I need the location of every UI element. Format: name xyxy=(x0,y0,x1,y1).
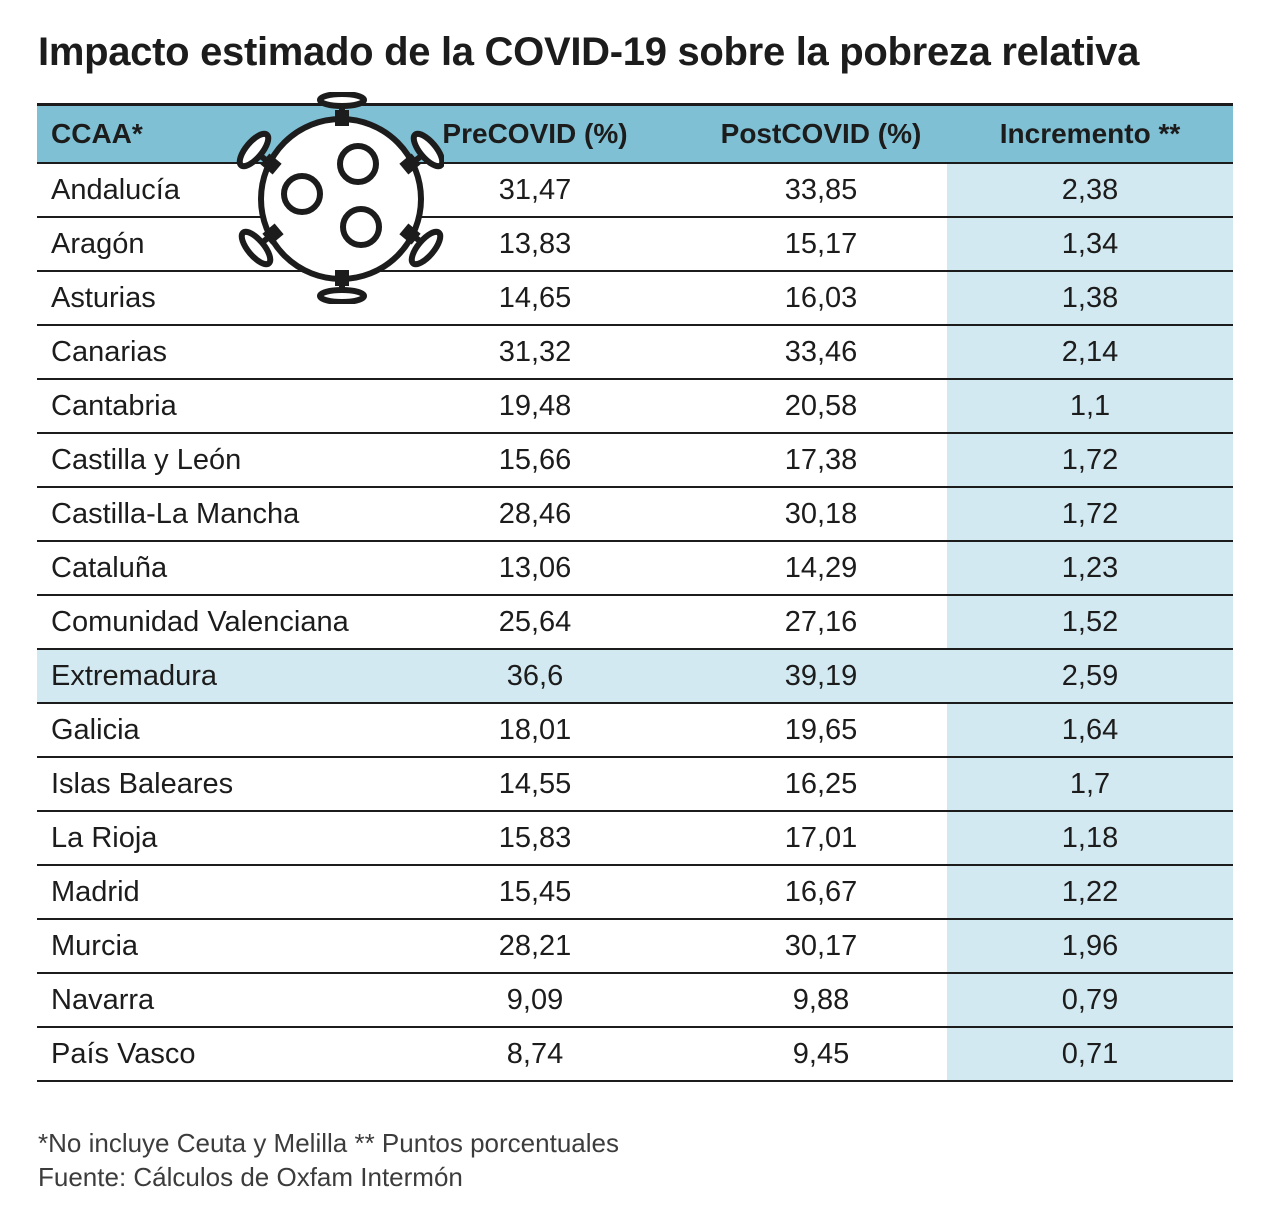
incremento-cell: 1,18 xyxy=(947,811,1233,866)
region-cell: Castilla y León xyxy=(37,433,375,488)
precovid-cell: 14,65 xyxy=(375,271,695,326)
incremento-cell: 1,34 xyxy=(947,217,1233,272)
postcovid-cell: 33,46 xyxy=(695,325,947,380)
incremento-cell: 1,38 xyxy=(947,271,1233,326)
table-row: Navarra 9,09 9,88 0,79 xyxy=(37,973,1233,1028)
table-body: Andalucía 31,47 33,85 2,38 Aragón 13,83 15,17 1… xyxy=(37,163,1233,1082)
precovid-cell: 15,83 xyxy=(375,811,695,866)
postcovid-cell: 16,67 xyxy=(695,865,947,920)
precovid-cell: 14,55 xyxy=(375,757,695,812)
column-header-postcovid: PostCOVID (%) xyxy=(695,106,947,164)
precovid-cell: 13,06 xyxy=(375,541,695,596)
region-cell: Navarra xyxy=(37,973,375,1028)
precovid-cell: 8,74 xyxy=(375,1027,695,1082)
region-cell: Islas Baleares xyxy=(37,757,375,812)
table-row: Murcia 28,21 30,17 1,96 xyxy=(37,919,1233,974)
postcovid-cell: 15,17 xyxy=(695,217,947,272)
footnotes: *No incluye Ceuta y Melilla ** Puntos po… xyxy=(38,1126,619,1194)
table-top-rule xyxy=(37,103,1233,106)
table-row: País Vasco 8,74 9,45 0,71 xyxy=(37,1027,1233,1082)
incremento-cell: 1,1 xyxy=(947,379,1233,434)
incremento-cell: 0,71 xyxy=(947,1027,1233,1082)
postcovid-cell: 39,19 xyxy=(695,649,947,704)
region-cell: Cataluña xyxy=(37,541,375,596)
precovid-cell: 15,66 xyxy=(375,433,695,488)
incremento-cell: 1,64 xyxy=(947,703,1233,758)
table-row: La Rioja 15,83 17,01 1,18 xyxy=(37,811,1233,866)
incremento-cell: 1,72 xyxy=(947,433,1233,488)
table-row: Andalucía 31,47 33,85 2,38 xyxy=(37,163,1233,218)
region-cell: Asturias xyxy=(37,271,375,326)
table-row: Asturias 14,65 16,03 1,38 xyxy=(37,271,1233,326)
table-row: Extremadura 36,6 39,19 2,59 xyxy=(37,649,1233,704)
table-row: Galicia 18,01 19,65 1,64 xyxy=(37,703,1233,758)
incremento-cell: 1,52 xyxy=(947,595,1233,650)
column-header-incremento: Incremento ** xyxy=(947,106,1233,164)
postcovid-cell: 19,65 xyxy=(695,703,947,758)
region-cell: Murcia xyxy=(37,919,375,974)
postcovid-cell: 30,17 xyxy=(695,919,947,974)
table-row: Cataluña 13,06 14,29 1,23 xyxy=(37,541,1233,596)
postcovid-cell: 9,88 xyxy=(695,973,947,1028)
table-row: Islas Baleares 14,55 16,25 1,7 xyxy=(37,757,1233,812)
poverty-table: CCAA* PreCOVID (%) PostCOVID (%) Increme… xyxy=(37,103,1233,1082)
table-row: Comunidad Valenciana 25,64 27,16 1,52 xyxy=(37,595,1233,650)
region-cell: Extremadura xyxy=(37,649,375,704)
incremento-cell: 1,22 xyxy=(947,865,1233,920)
region-cell: Madrid xyxy=(37,865,375,920)
incremento-cell: 0,79 xyxy=(947,973,1233,1028)
postcovid-cell: 27,16 xyxy=(695,595,947,650)
table-row: Castilla y León 15,66 17,38 1,72 xyxy=(37,433,1233,488)
table-row: Castilla-La Mancha 28,46 30,18 1,72 xyxy=(37,487,1233,542)
data-table: CCAA* PreCOVID (%) PostCOVID (%) Increme… xyxy=(37,106,1233,1082)
postcovid-cell: 17,38 xyxy=(695,433,947,488)
postcovid-cell: 30,18 xyxy=(695,487,947,542)
region-cell: Castilla-La Mancha xyxy=(37,487,375,542)
postcovid-cell: 33,85 xyxy=(695,163,947,218)
region-cell: Canarias xyxy=(37,325,375,380)
precovid-cell: 36,6 xyxy=(375,649,695,704)
postcovid-cell: 9,45 xyxy=(695,1027,947,1082)
source-line: Fuente: Cálculos de Oxfam Intermón xyxy=(38,1162,463,1192)
postcovid-cell: 20,58 xyxy=(695,379,947,434)
page-title: Impacto estimado de la COVID-19 sobre la… xyxy=(38,30,1140,74)
virus-icon xyxy=(236,92,444,304)
precovid-cell: 15,45 xyxy=(375,865,695,920)
precovid-cell: 31,32 xyxy=(375,325,695,380)
incremento-cell: 2,38 xyxy=(947,163,1233,218)
footnote-line: *No incluye Ceuta y Melilla ** Puntos po… xyxy=(38,1128,619,1158)
incremento-cell: 1,96 xyxy=(947,919,1233,974)
precovid-cell: 19,48 xyxy=(375,379,695,434)
table-row: Aragón 13,83 15,17 1,34 xyxy=(37,217,1233,272)
header-row: CCAA* PreCOVID (%) PostCOVID (%) Increme… xyxy=(37,106,1233,164)
postcovid-cell: 17,01 xyxy=(695,811,947,866)
table-row: Cantabria 19,48 20,58 1,1 xyxy=(37,379,1233,434)
region-cell: Cantabria xyxy=(37,379,375,434)
region-cell: Galicia xyxy=(37,703,375,758)
incremento-cell: 2,14 xyxy=(947,325,1233,380)
precovid-cell: 31,47 xyxy=(375,163,695,218)
incremento-cell: 2,59 xyxy=(947,649,1233,704)
precovid-cell: 25,64 xyxy=(375,595,695,650)
precovid-cell: 28,21 xyxy=(375,919,695,974)
table-row: Madrid 15,45 16,67 1,22 xyxy=(37,865,1233,920)
postcovid-cell: 14,29 xyxy=(695,541,947,596)
incremento-cell: 1,7 xyxy=(947,757,1233,812)
incremento-cell: 1,72 xyxy=(947,487,1233,542)
precovid-cell: 18,01 xyxy=(375,703,695,758)
incremento-cell: 1,23 xyxy=(947,541,1233,596)
postcovid-cell: 16,25 xyxy=(695,757,947,812)
region-cell: Comunidad Valenciana xyxy=(37,595,375,650)
region-cell: La Rioja xyxy=(37,811,375,866)
region-cell: País Vasco xyxy=(37,1027,375,1082)
precovid-cell: 28,46 xyxy=(375,487,695,542)
postcovid-cell: 16,03 xyxy=(695,271,947,326)
precovid-cell: 9,09 xyxy=(375,973,695,1028)
table-row: Canarias 31,32 33,46 2,14 xyxy=(37,325,1233,380)
